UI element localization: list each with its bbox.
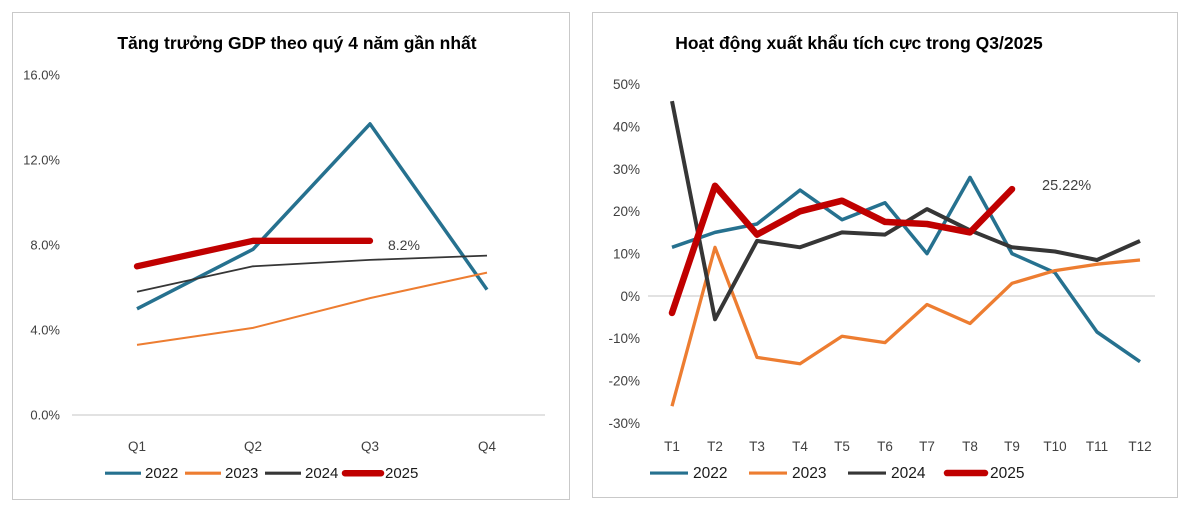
chart-title: Hoạt động xuất khẩu tích cực trong Q3/20… — [675, 33, 1043, 53]
export-chart-card: Hoạt động xuất khẩu tích cực trong Q3/20… — [592, 12, 1178, 498]
series-line-2024 — [136, 254, 488, 293]
x-axis-tick-label: T10 — [1043, 439, 1066, 454]
gdp-quarterly-chart: Tăng trưởng GDP theo quý 4 năm gần nhất 1… — [23, 33, 545, 482]
y-axis-tick-label: 0.0% — [30, 408, 60, 423]
x-axis-tick-label: T11 — [1086, 439, 1108, 454]
y-axis-tick-label: 30% — [613, 162, 640, 177]
legend-label-2022: 2022 — [693, 465, 727, 482]
y-axis-tick-label: 10% — [613, 247, 640, 262]
series-line-2025 — [668, 182, 1016, 317]
y-axis-tick-label: -20% — [608, 374, 640, 389]
value-annotation: 8.2% — [388, 237, 420, 253]
x-axis-tick-label: T9 — [1004, 439, 1020, 454]
y-axis-tick-label: 20% — [613, 204, 640, 219]
y-axis-tick-label: 0% — [620, 289, 640, 304]
x-axis-tick-label: T7 — [919, 439, 935, 454]
legend-label-2025: 2025 — [990, 465, 1024, 482]
legend-label-2022: 2022 — [145, 465, 178, 482]
legend-label-2025: 2025 — [385, 465, 418, 482]
legend-label-2024: 2024 — [891, 465, 926, 482]
gdp-chart-card: Tăng trưởng GDP theo quý 4 năm gần nhất 1… — [12, 12, 570, 500]
value-annotation: 25.22% — [1042, 178, 1091, 194]
x-axis-tick-label: T3 — [749, 439, 765, 454]
series-line-2023 — [136, 271, 488, 346]
legend-label-2023: 2023 — [225, 465, 258, 482]
chart-title: Tăng trưởng GDP theo quý 4 năm gần nhất — [117, 33, 476, 53]
export-monthly-chart: Hoạt động xuất khẩu tích cực trong Q3/20… — [608, 33, 1155, 482]
series-line-2023 — [670, 245, 1141, 407]
series-line-2025 — [133, 237, 374, 270]
x-axis-tick-label: T2 — [707, 439, 723, 454]
y-axis-tick-label: 50% — [613, 77, 640, 92]
legend-label-2023: 2023 — [792, 465, 826, 482]
x-axis-tick-label: T8 — [962, 439, 978, 454]
legend-label-2024: 2024 — [305, 465, 338, 482]
y-axis-tick-label: 4.0% — [30, 323, 60, 338]
y-axis-tick-label: 8.0% — [30, 238, 60, 253]
y-axis-tick-label: 16.0% — [23, 68, 60, 83]
x-axis-tick-label: T12 — [1128, 439, 1151, 454]
x-axis-tick-label: Q4 — [478, 439, 497, 454]
series-line-2024 — [670, 100, 1141, 322]
x-axis-tick-label: Q2 — [244, 439, 262, 454]
x-axis-tick-label: Q1 — [128, 439, 146, 454]
y-axis-tick-label: -30% — [608, 416, 640, 431]
x-axis-tick-label: Q3 — [361, 439, 379, 454]
x-axis-tick-label: T4 — [792, 439, 808, 454]
x-axis-tick-label: T1 — [664, 439, 680, 454]
y-axis-tick-label: 12.0% — [23, 153, 60, 168]
y-axis-tick-label: 40% — [613, 119, 640, 134]
y-axis-tick-label: -10% — [608, 331, 640, 346]
x-axis-tick-label: T6 — [877, 439, 893, 454]
x-axis-tick-label: T5 — [834, 439, 850, 454]
